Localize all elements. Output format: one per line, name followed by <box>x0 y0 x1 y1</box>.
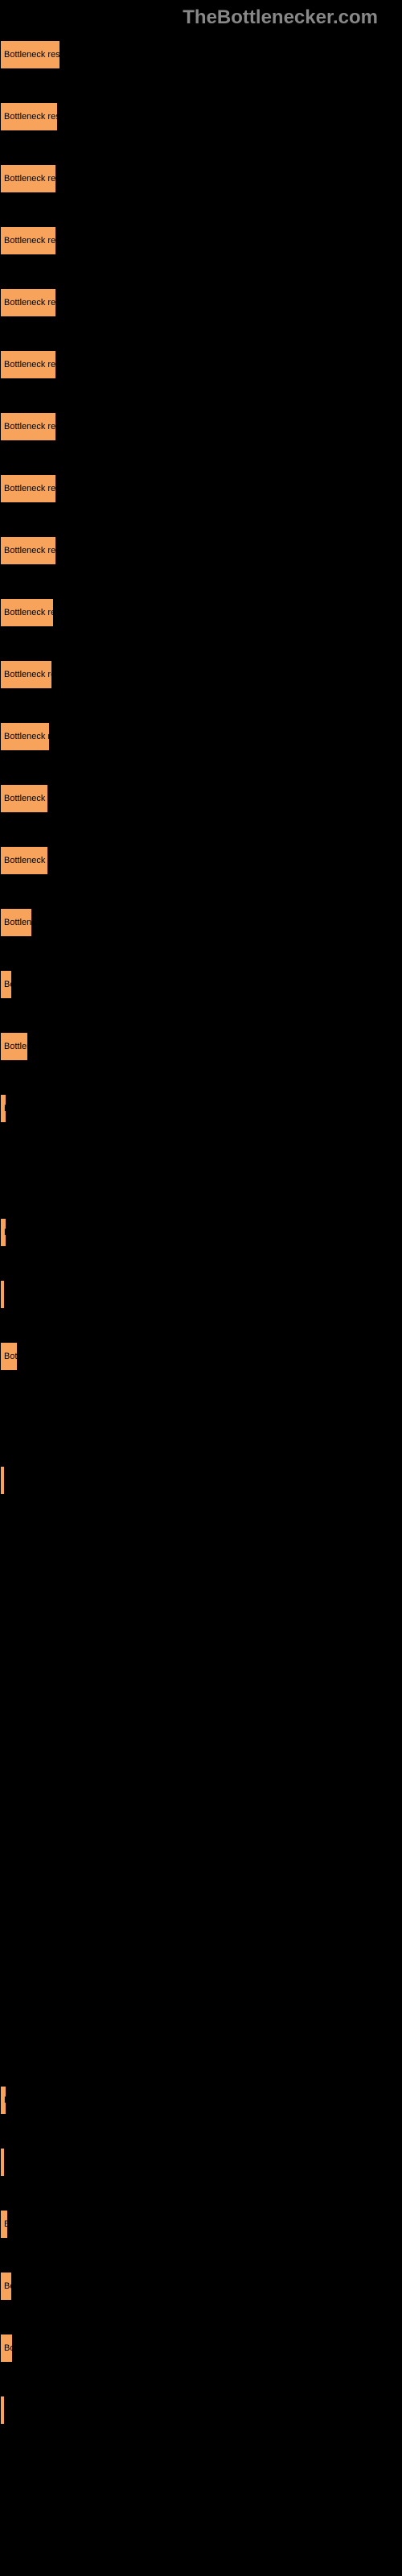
bar-label: Bottleneck res <box>4 608 54 617</box>
bar-label: Bottleneck resu <box>4 236 56 246</box>
bar-row: Bottleneck resu <box>0 280 402 324</box>
bar-label: Bott <box>4 1352 18 1361</box>
bar-label: B <box>4 1476 5 1485</box>
bar-label: B <box>4 1104 6 1113</box>
bar-row <box>0 2388 402 2432</box>
bar-row: Bottleneck re <box>0 776 402 820</box>
bar-row: Bottleneck resu <box>0 404 402 448</box>
bar <box>0 2396 5 2425</box>
bar-row <box>0 2016 402 2060</box>
bar: Bo <box>0 2334 13 2363</box>
bar-label: Bottlen <box>4 1042 28 1051</box>
bar-label: Bo <box>4 2343 13 2353</box>
bar: Bottleneck resu <box>0 164 56 193</box>
bar-row <box>0 1954 402 1998</box>
bar-row <box>0 1830 402 1874</box>
bar-row: Bottleneck resu <box>0 156 402 200</box>
bar-row: Bottleneck resu <box>0 528 402 572</box>
bar-label: Bottleneck resu <box>4 360 56 369</box>
bar: Bottlene <box>0 908 32 937</box>
bar: Bottleneck re <box>0 722 50 751</box>
bar-label: Bottleneck re <box>4 794 48 803</box>
bar-row: Bottleneck resul <box>0 94 402 138</box>
bar-row: Bo <box>0 2326 402 2370</box>
bar: Bottleneck resu <box>0 474 56 503</box>
bar-label: B <box>4 2095 6 2105</box>
bar-row: Bottleneck res <box>0 590 402 634</box>
bar-label: Bottleneck resu <box>4 546 56 555</box>
bar-row: Bo <box>0 2264 402 2308</box>
bar: B <box>0 1218 6 1247</box>
bar: Bottleneck re <box>0 784 48 813</box>
bar-row: B <box>0 1458 402 1502</box>
bar-row: Bottlene <box>0 900 402 944</box>
bar-label: Bottleneck resu <box>4 484 56 493</box>
bar: Bottleneck resul <box>0 102 58 131</box>
bar-label: B <box>4 1228 6 1237</box>
bar-label: Bottleneck resu <box>4 422 56 431</box>
bar: Bottleneck resu <box>0 350 56 379</box>
bar: Bottlen <box>0 1032 28 1061</box>
bar: Bottleneck resu <box>0 226 56 255</box>
bar-label: B <box>4 2219 8 2229</box>
bar <box>0 2148 5 2177</box>
bar-row: Bottlen <box>0 1024 402 1068</box>
bar-row: Bottleneck res <box>0 652 402 696</box>
bar-row: Bottleneck result <box>0 32 402 76</box>
bar-chart: Bottleneck result Bottleneck resul Bottlen… <box>0 0 402 2466</box>
bar-label: Bottleneck resul <box>4 112 58 122</box>
bar-row <box>0 1582 402 1626</box>
bar-row <box>0 1520 402 1564</box>
bar-row: Bott <box>0 1334 402 1378</box>
bar: Bottleneck resu <box>0 288 56 317</box>
bar-row <box>0 1768 402 1812</box>
bar-row <box>0 1396 402 1440</box>
watermark-text: TheBottlenecker.com <box>183 6 378 29</box>
bar: Bottleneck result <box>0 40 60 69</box>
bar: Bottleneck re <box>0 846 48 875</box>
bar: Bottleneck resu <box>0 412 56 441</box>
bar-label: Bottleneck re <box>4 856 48 865</box>
bar-label: Bottleneck result <box>4 50 60 60</box>
bar-row: Bo <box>0 962 402 1006</box>
bar-row <box>0 1272 402 1316</box>
bar-row <box>0 1148 402 1192</box>
bar-row <box>0 1644 402 1688</box>
bar: Bott <box>0 1342 18 1371</box>
bar: Bo <box>0 2272 12 2301</box>
bar-label: Bo <box>4 2281 12 2291</box>
bar: Bottleneck res <box>0 598 54 627</box>
bar: Bo <box>0 970 12 999</box>
bar: Bottleneck resu <box>0 536 56 565</box>
bar-label: Bottleneck resu <box>4 174 56 184</box>
bar-row: Bottleneck resu <box>0 218 402 262</box>
bar: B <box>0 1466 5 1495</box>
bar-row: Bottleneck resu <box>0 466 402 510</box>
bar-row: B <box>0 1086 402 1130</box>
bar-row: Bottleneck resu <box>0 342 402 386</box>
bar: Bottleneck res <box>0 660 52 689</box>
bar-row <box>0 1706 402 1750</box>
bar-row: B <box>0 1210 402 1254</box>
bar-label: Bottleneck res <box>4 670 52 679</box>
bar-row: B <box>0 2078 402 2122</box>
bar-row: Bottleneck re <box>0 714 402 758</box>
bar: B <box>0 1094 6 1123</box>
bar: B <box>0 2086 6 2115</box>
bar-label: Bottlene <box>4 918 32 927</box>
bar-label: Bottleneck resu <box>4 298 56 308</box>
bar-row: Bottleneck re <box>0 838 402 882</box>
bar-label: Bottleneck re <box>4 732 50 741</box>
bar-row <box>0 2140 402 2184</box>
bar-label: Bo <box>4 980 12 989</box>
bar <box>0 1280 5 1309</box>
bar: B <box>0 2210 8 2239</box>
bar-row <box>0 1892 402 1936</box>
bar-row: B <box>0 2202 402 2246</box>
